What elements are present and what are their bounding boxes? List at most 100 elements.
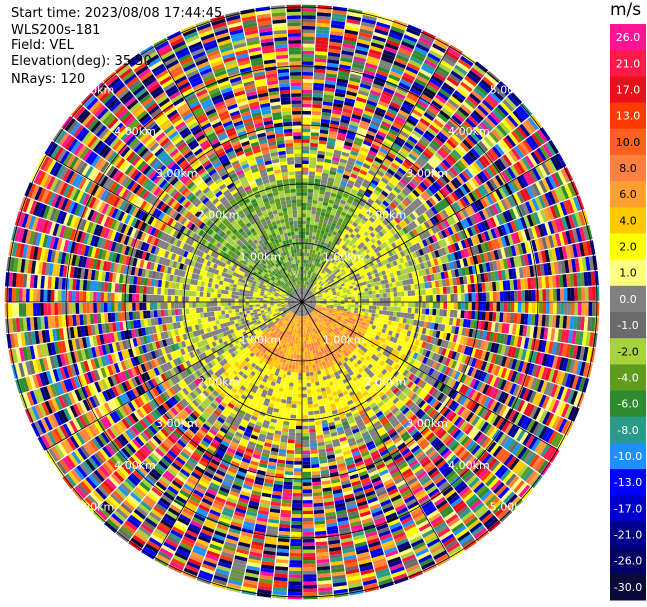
radar-gate	[521, 157, 532, 171]
radar-gate	[495, 281, 500, 291]
radar-gate	[313, 86, 324, 91]
radar-gate	[302, 401, 308, 405]
radar-gate	[527, 117, 539, 131]
radar-gate	[425, 268, 430, 275]
radar-gate	[428, 185, 437, 195]
radar-gate	[393, 292, 398, 297]
radar-gate	[313, 406, 320, 412]
radar-gate	[424, 176, 433, 186]
radar-gate	[463, 238, 471, 248]
radar-gate	[408, 296, 412, 302]
radar-gate	[443, 228, 451, 237]
radar-gate	[393, 119, 404, 127]
radar-gate	[494, 202, 503, 214]
radar-gate	[481, 311, 486, 321]
radar-gate	[344, 294, 348, 298]
radar-gate	[507, 94, 520, 107]
radar-gate	[427, 106, 439, 116]
radar-gate	[542, 302, 547, 314]
radar-gate	[519, 123, 531, 137]
radar-gate	[356, 215, 362, 222]
radar-gate	[341, 244, 347, 250]
radar-gate	[467, 166, 477, 177]
radar-gate	[322, 270, 327, 275]
radar-gate	[305, 302, 309, 304]
radar-gate	[357, 126, 368, 134]
radar-gate	[414, 257, 420, 265]
radar-gate	[531, 167, 542, 181]
radar-gate	[311, 296, 316, 299]
radar-gate	[383, 226, 390, 233]
radar-gate	[313, 75, 325, 81]
radar-gate	[379, 59, 393, 67]
radar-gate	[586, 347, 593, 362]
radar-gate	[322, 305, 327, 308]
radar-gate	[417, 40, 432, 50]
radar-gate	[360, 25, 375, 32]
radar-gate	[361, 277, 366, 283]
radar-gate	[421, 327, 427, 335]
radar-gate	[340, 299, 345, 302]
radar-gate	[430, 225, 438, 234]
radar-gate	[331, 113, 341, 119]
radar-gate	[413, 126, 425, 136]
radar-gate	[332, 292, 337, 296]
radar-gate	[376, 239, 382, 246]
radar-gate	[555, 315, 561, 328]
radar-gate	[316, 303, 320, 305]
radar-gate	[384, 83, 397, 92]
radar-gate	[354, 252, 360, 258]
radar-gate	[397, 307, 401, 312]
radar-gate	[578, 211, 586, 226]
radar-gate	[305, 354, 308, 359]
radar-gate	[306, 340, 309, 345]
radar-gate	[548, 315, 553, 328]
radar-gate	[450, 294, 455, 302]
radar-gate	[310, 257, 314, 261]
radar-gate	[304, 296, 307, 300]
radar-gate	[302, 86, 313, 90]
radar-gate	[500, 356, 508, 367]
radar-gate	[312, 93, 323, 98]
radar-gate	[342, 192, 350, 199]
radar-gate	[307, 404, 314, 408]
radar-gate	[509, 257, 516, 268]
radar-gate	[342, 220, 348, 226]
radar-gate	[338, 71, 350, 77]
radar-gate	[365, 302, 370, 306]
radar-gate	[418, 302, 423, 308]
radar-gate	[332, 156, 340, 162]
radar-gate	[302, 153, 310, 157]
radar-gate	[302, 79, 313, 83]
radar-gate	[306, 259, 309, 264]
radar-gate	[307, 290, 311, 294]
radar-gate	[358, 172, 366, 179]
radar-gate	[429, 259, 436, 267]
radar-gate	[381, 270, 387, 276]
radar-gate	[389, 325, 395, 332]
radar-gate	[389, 178, 398, 187]
radar-gate	[325, 308, 330, 311]
radar-gate	[538, 302, 543, 314]
radar-gate	[380, 260, 386, 266]
radar-gate	[302, 355, 305, 359]
radar-gate	[319, 302, 324, 305]
radar-gate	[445, 183, 454, 194]
radar-gate	[583, 316, 589, 331]
radar-gate	[442, 186, 451, 196]
radar-gate	[395, 317, 400, 323]
radar-gate	[493, 86, 507, 99]
radar-gate	[360, 288, 365, 293]
radar-gate	[312, 104, 322, 109]
radar-gate	[382, 141, 392, 149]
radar-gate	[357, 93, 368, 100]
radar-gate	[324, 271, 328, 276]
radar-gate	[487, 114, 499, 126]
radar-gate	[314, 54, 327, 59]
radar-gate	[568, 214, 576, 229]
radar-gate	[492, 109, 504, 122]
radar-gate	[456, 221, 464, 231]
radar-gate	[336, 309, 341, 312]
radar-gate	[584, 287, 589, 301]
radar-gate	[520, 313, 525, 325]
